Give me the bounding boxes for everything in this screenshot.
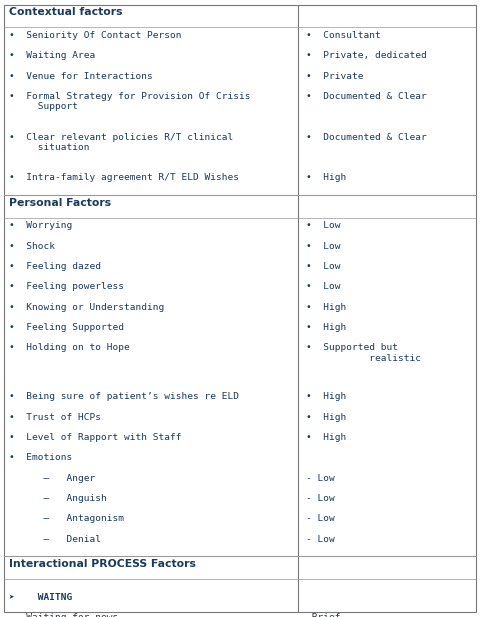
- Text: •  High: • High: [306, 173, 347, 183]
- Text: - Low: - Low: [306, 535, 335, 544]
- Text: •  Waiting Area: • Waiting Area: [9, 51, 95, 60]
- Text: •  Consultant: • Consultant: [306, 31, 381, 40]
- Text: - Low: - Low: [306, 515, 335, 523]
- Text: •  Formal Strategy for Provision Of Crisis
     Support: • Formal Strategy for Provision Of Crisi…: [9, 92, 250, 111]
- Text: •  Venue for Interactions: • Venue for Interactions: [9, 72, 152, 81]
- Text: •  Feeling Supported: • Feeling Supported: [9, 323, 124, 332]
- Text: •  Emotions: • Emotions: [9, 453, 72, 462]
- Text: Interactional PROCESS Factors: Interactional PROCESS Factors: [9, 559, 195, 569]
- Text: •  Knowing or Understanding: • Knowing or Understanding: [9, 303, 164, 312]
- Text: •  Documented & Clear: • Documented & Clear: [306, 92, 427, 101]
- Text: –   Denial: – Denial: [9, 535, 101, 544]
- Text: •  Low: • Low: [306, 242, 341, 251]
- Text: ➤    WAITNG: ➤ WAITNG: [9, 593, 72, 602]
- Text: •  Level of Rapport with Staff: • Level of Rapport with Staff: [9, 433, 181, 442]
- Text: –   Anguish: – Anguish: [9, 494, 107, 503]
- Text: - Low: - Low: [306, 494, 335, 503]
- Text: •  Seniority Of Contact Person: • Seniority Of Contact Person: [9, 31, 181, 40]
- Text: •  Feeling dazed: • Feeling dazed: [9, 262, 101, 271]
- Text: •  Private, dedicated: • Private, dedicated: [306, 51, 427, 60]
- Text: •  High: • High: [306, 413, 347, 421]
- Text: •  Low: • Low: [306, 283, 341, 291]
- Text: •  Worrying: • Worrying: [9, 222, 72, 230]
- Text: •  Shock: • Shock: [9, 242, 55, 251]
- Text: •  Being sure of patient’s wishes re ELD: • Being sure of patient’s wishes re ELD: [9, 392, 239, 401]
- Text: •  Low: • Low: [306, 262, 341, 271]
- Text: •  Low: • Low: [306, 222, 341, 230]
- Text: •  High: • High: [306, 303, 347, 312]
- Text: –   Anger: – Anger: [9, 474, 95, 482]
- Text: •  Feeling powerless: • Feeling powerless: [9, 283, 124, 291]
- Text: •  High: • High: [306, 433, 347, 442]
- Text: -Brief: -Brief: [306, 613, 341, 617]
- Text: -  Waiting for news: - Waiting for news: [9, 613, 118, 617]
- Text: Personal Factors: Personal Factors: [9, 198, 111, 208]
- Text: •  Trust of HCPs: • Trust of HCPs: [9, 413, 101, 421]
- Text: •  Holding on to Hope: • Holding on to Hope: [9, 344, 130, 352]
- Text: •  Documented & Clear: • Documented & Clear: [306, 133, 427, 142]
- Text: –   Antagonism: – Antagonism: [9, 515, 124, 523]
- Text: •  Supported but
           realistic: • Supported but realistic: [306, 344, 421, 363]
- Text: •  Clear relevant policies R/T clinical
     situation: • Clear relevant policies R/T clinical s…: [9, 133, 233, 152]
- Text: •  Intra-family agreement R/T ELD Wishes: • Intra-family agreement R/T ELD Wishes: [9, 173, 239, 183]
- Text: •  Private: • Private: [306, 72, 364, 81]
- Text: •  High: • High: [306, 323, 347, 332]
- Text: - Low: - Low: [306, 474, 335, 482]
- Text: Contextual factors: Contextual factors: [9, 7, 122, 17]
- Text: •  High: • High: [306, 392, 347, 401]
